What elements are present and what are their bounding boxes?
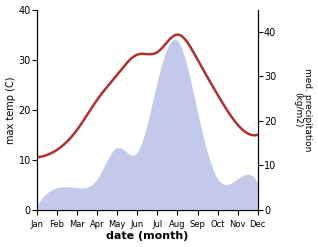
Y-axis label: max temp (C): max temp (C) [5,76,16,144]
Y-axis label: med. precipitation
(kg/m2): med. precipitation (kg/m2) [293,68,313,151]
X-axis label: date (month): date (month) [106,231,189,242]
